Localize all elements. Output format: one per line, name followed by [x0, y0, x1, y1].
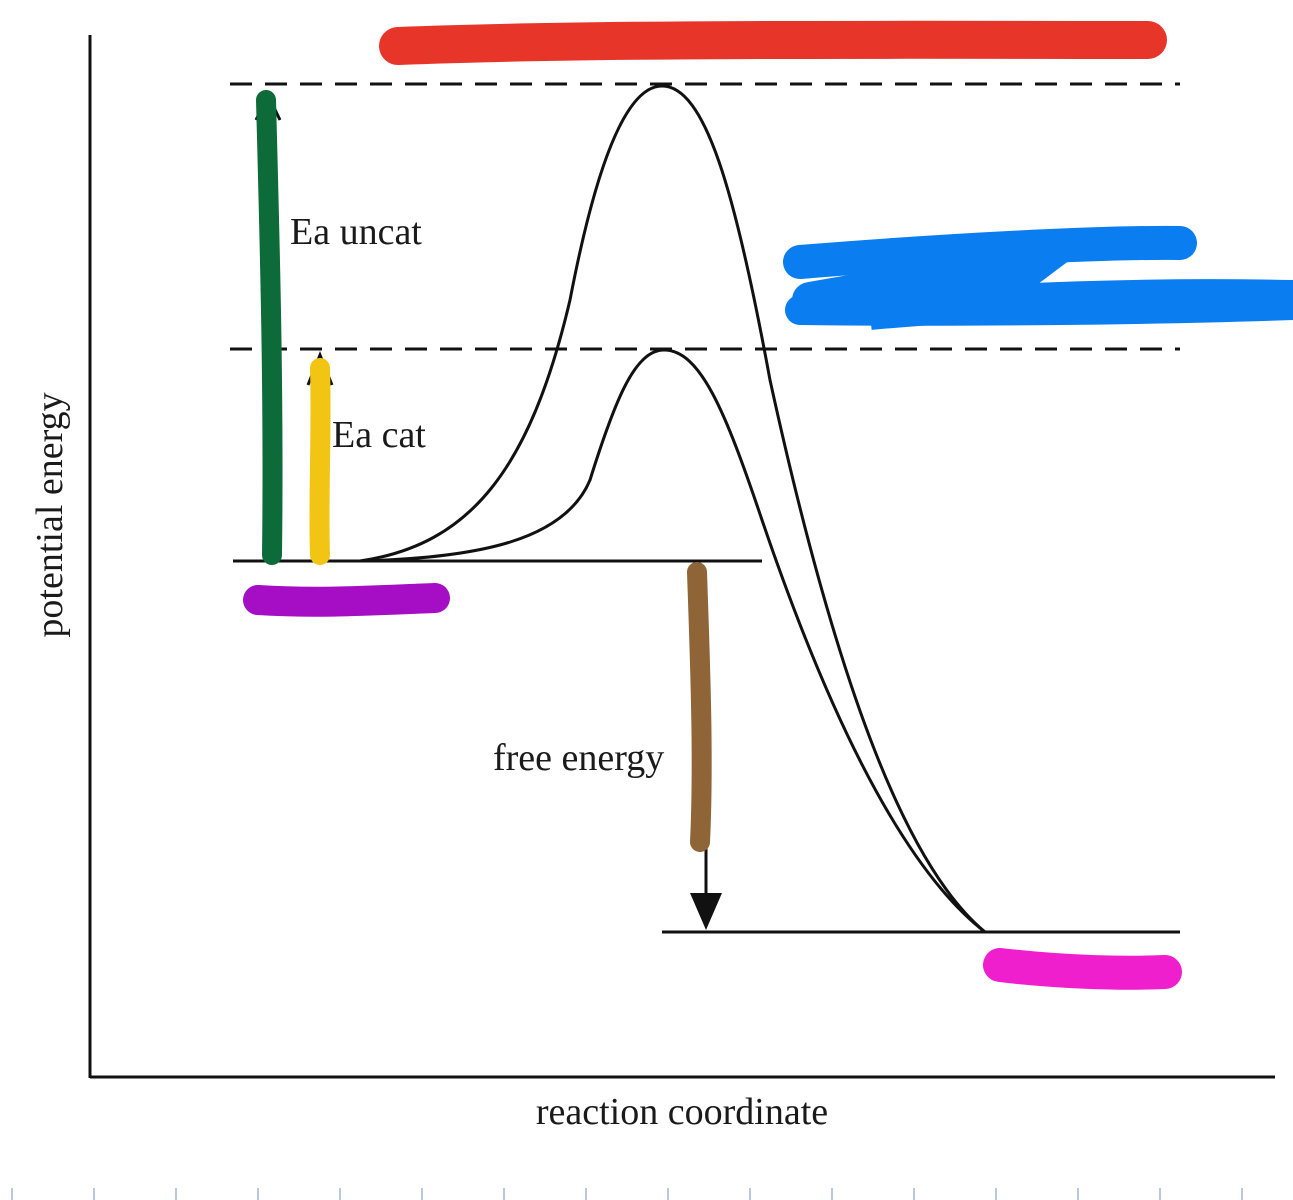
- purple-highlight-stroke: [243, 583, 450, 617]
- ea-cat-label: Ea cat: [332, 414, 426, 456]
- free-energy-label: free energy: [493, 737, 664, 779]
- bottom-ruler-ticks: [11, 1188, 1243, 1200]
- free-energy-arrowhead: [690, 893, 722, 930]
- ea-uncat-label: Ea uncat: [290, 211, 422, 253]
- yellow-ea-cat-stroke: [309, 358, 331, 565]
- y-axis-label: potential energy: [29, 392, 71, 637]
- catalyzed-curve: [359, 348, 986, 934]
- green-ea-uncat-stroke: [256, 90, 283, 565]
- blue-highlight-stroke-1: [783, 225, 1197, 279]
- uncatalyzed-curve: [359, 84, 986, 934]
- magenta-highlight-stroke: [983, 948, 1182, 990]
- brown-free-energy-stroke: [687, 562, 712, 852]
- blue-highlight-stroke-3: [785, 290, 1293, 326]
- red-highlight-stroke: [379, 20, 1167, 65]
- x-axis-label: reaction coordinate: [536, 1091, 828, 1133]
